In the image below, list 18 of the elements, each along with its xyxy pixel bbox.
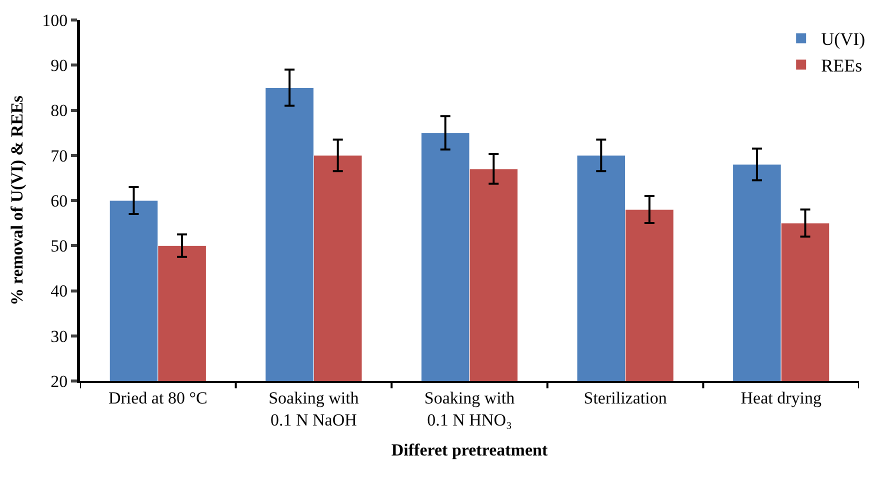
y-tick-label: 90: [50, 56, 68, 76]
x-axis-title: Differet pretreatment: [391, 440, 548, 460]
y-tick-label: 30: [50, 326, 68, 346]
legend-label: REEs: [821, 56, 862, 76]
y-tick-label: 60: [50, 191, 68, 210]
x-tick-label: Dried at 80 °C: [108, 388, 208, 408]
x-tick-label: Soaking with 0.1 N NaOH: [268, 388, 360, 430]
y-axis-title: % removal of U(VI) & REEs: [8, 95, 27, 306]
legend-label: U(VI): [821, 29, 866, 50]
x-tick-label: Sterilization: [584, 388, 668, 408]
y-tick-label: 40: [50, 282, 68, 301]
y-tick-label: 100: [42, 10, 68, 30]
y-tick-label: 20: [50, 372, 68, 391]
x-tick-label: Soaking with 0.1 N HNO₃: [424, 388, 516, 430]
x-tick-label: Heat drying: [740, 388, 822, 408]
y-tick-label: 50: [50, 236, 68, 256]
y-tick-label: 80: [50, 101, 68, 120]
y-tick-label: 70: [50, 146, 68, 166]
